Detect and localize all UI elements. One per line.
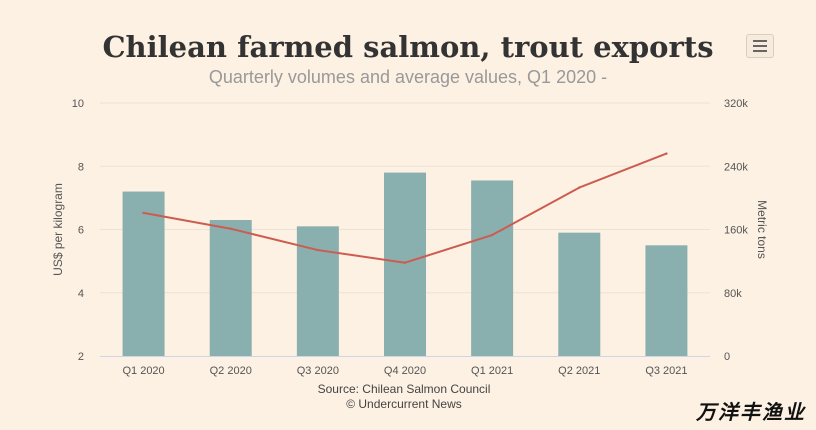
line-point [665,152,668,155]
y2-tick-label: 80k [724,288,742,300]
bar [296,226,339,356]
y-tick-label: 8 [78,161,84,173]
chart-subtitle: Quarterly volumes and average values, Q1… [208,67,608,87]
x-tick-label: Q4 2020 [384,365,426,377]
x-tick-label: Q1 2020 [122,365,164,377]
line-point [403,261,407,264]
y2-tick-label: 320k [724,98,748,110]
bar [645,245,688,356]
bar [384,172,426,356]
bar [558,232,601,356]
line-point [229,227,232,230]
y-tick-label: 4 [78,288,84,300]
watermark-logo: 万洋丰渔业 [696,400,806,424]
line-point [142,211,145,215]
line-point [316,248,320,252]
line-point [578,186,581,189]
bar [471,180,514,356]
x-tick-label: Q3 2021 [645,365,687,377]
y2-tick-label: 160k [724,225,748,237]
y-tick-label: 10 [72,98,84,110]
x-tick-label: Q3 2020 [297,365,339,377]
copyright-credit: © Undercurrent News [346,397,462,411]
x-tick-label: Q1 2021 [471,365,513,377]
chart-title: Chilean farmed salmon, trout exports [102,30,714,64]
hamburger-menu-icon[interactable] [746,34,774,58]
x-tick-label: Q2 2021 [558,365,600,377]
y2-tick-label: 0 [724,351,730,363]
source-credit: Source: Chilean Salmon Council [317,382,491,396]
y-tick-label: 6 [78,225,84,237]
y-axis-title: US$ per kilogram [51,183,65,276]
bar [122,191,165,356]
y-tick-label: 2 [78,351,84,363]
line-point [490,233,494,237]
bar [209,220,252,356]
x-tick-label: Q2 2020 [210,365,252,377]
y2-axis-title: Metric tons [755,200,769,259]
y2-tick-label: 240k [724,161,748,173]
